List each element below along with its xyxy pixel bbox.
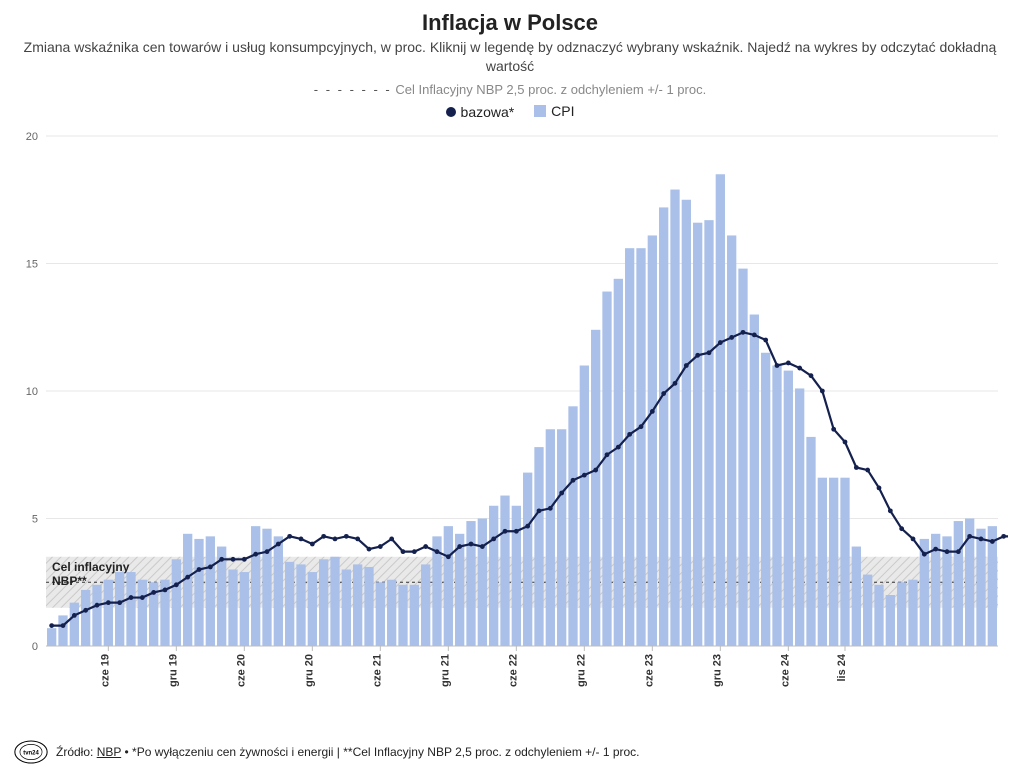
svg-text:5: 5 [32, 513, 38, 525]
square-icon [534, 105, 546, 117]
svg-text:cze 23: cze 23 [643, 654, 655, 687]
chart-subtitle: Zmiana wskaźnika cen towarów i usług kon… [12, 38, 1008, 76]
credits-prefix: Źródło: [56, 745, 93, 759]
legend-target-label: Cel Inflacyjny NBP 2,5 proc. z odchyleni… [395, 82, 706, 97]
svg-text:gru 20: gru 20 [303, 654, 315, 687]
legend-item-bazowa[interactable]: bazowa* [446, 104, 515, 120]
svg-text:10: 10 [26, 386, 38, 398]
svg-text:cze 19: cze 19 [99, 654, 111, 687]
chart-title: Inflacja w Polsce [12, 10, 1008, 36]
legend-bazowa-label: bazowa* [461, 104, 515, 120]
svg-text:cze 21: cze 21 [371, 654, 383, 687]
svg-text:0: 0 [32, 641, 38, 653]
svg-text:Cel inflacyjny: Cel inflacyjny [52, 560, 130, 574]
legend-target: - - - - - - - Cel Inflacyjny NBP 2,5 pro… [12, 82, 1008, 97]
svg-text:gru 22: gru 22 [575, 654, 587, 687]
legend-item-cpi[interactable]: CPI [534, 103, 574, 119]
tvn24-logo-icon: tvn24 [14, 739, 48, 765]
chart-area[interactable]: 0 5 10 15 20 Cel inflacyjnyNBP** cze 19 gru 19 c… [12, 130, 1008, 695]
legend-cpi-label: CPI [551, 103, 574, 119]
credits: tvn24 Źródło: NBP • *Po wyłączeniu cen ż… [14, 739, 640, 765]
chart-svg: 0 5 10 15 20 Cel inflacyjnyNBP** cze 19 gru 19 c… [12, 130, 1008, 690]
svg-text:15: 15 [26, 258, 38, 270]
credits-rest: • *Po wyłączeniu cen żywności i energii … [121, 745, 639, 759]
svg-text:tvn24: tvn24 [23, 751, 39, 757]
legend-dash: - - - - - - - [314, 82, 392, 97]
legend-series: bazowa* CPI [12, 103, 1008, 120]
dot-icon [446, 107, 456, 117]
svg-text:cze 20: cze 20 [235, 654, 247, 687]
svg-text:gru 19: gru 19 [167, 654, 179, 687]
credits-source-link[interactable]: NBP [97, 745, 121, 759]
svg-text:NBP**: NBP** [52, 574, 87, 588]
svg-text:cze 22: cze 22 [507, 654, 519, 687]
svg-text:gru 21: gru 21 [439, 654, 451, 687]
svg-text:20: 20 [26, 131, 38, 143]
svg-text:cze 24: cze 24 [779, 653, 791, 687]
svg-text:lis 24: lis 24 [836, 653, 848, 681]
svg-text:gru 23: gru 23 [711, 654, 723, 687]
